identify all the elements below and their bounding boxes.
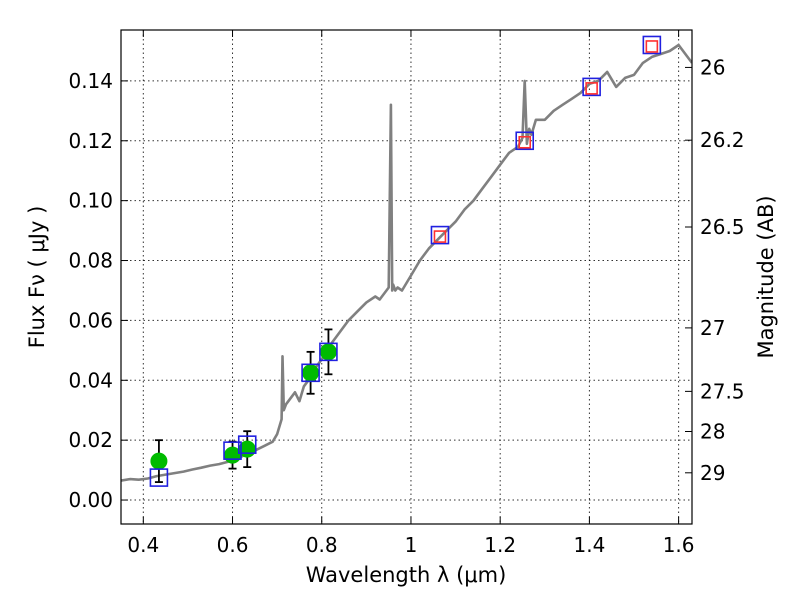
x-tick-label: 1.6 (663, 533, 695, 557)
y-tick-label: 0.14 (68, 69, 113, 93)
model-square-point (319, 342, 338, 362)
x-tick-label: 0.4 (127, 533, 159, 557)
right-axis-label: Magnitude (AB) (754, 195, 778, 358)
x-tick-label: 1.2 (484, 533, 516, 557)
y-axis-label: Flux Fν ( μJy ) (25, 206, 49, 349)
x-tick-label: 0.8 (306, 533, 338, 557)
model-square-point (301, 363, 320, 383)
model-square-point (515, 131, 535, 151)
axis-ticks: 0.4 0.6 0.8 1 1.2 1.4 1.6 0.00 0.02 0.04 0.06 0.08 0… (68, 30, 745, 557)
right-tick-label: 26.5 (700, 215, 745, 239)
photometry-point (319, 343, 337, 361)
right-tick-label: 26 (700, 55, 725, 79)
plot-area (121, 35, 692, 487)
y-tick-label: 0.12 (68, 129, 113, 153)
model-square-point (430, 225, 450, 245)
y-tick-label: 0.02 (68, 428, 113, 452)
red-square-point (518, 135, 532, 149)
red-square-point (433, 230, 447, 243)
y-tick-label: 0.04 (68, 368, 113, 392)
right-tick-label: 27.5 (700, 379, 745, 403)
model-square-point (149, 468, 169, 487)
x-tick-label: 1.4 (573, 533, 605, 557)
model-square-point (642, 35, 662, 55)
right-tick-label: 27 (700, 316, 725, 340)
photometry-point (150, 452, 168, 470)
y-tick-label: 0.08 (68, 249, 113, 273)
x-tick-label: 0.6 (217, 533, 249, 557)
y-tick-label: 0.10 (68, 189, 113, 213)
photometry-point (302, 364, 320, 382)
x-axis-label: Wavelength λ (μm) (306, 563, 507, 587)
model-square-point (223, 441, 242, 460)
right-tick-label: 29 (700, 461, 725, 485)
right-tick-label: 26.2 (700, 128, 745, 152)
model-square-point (582, 77, 601, 97)
plot-frame (120, 29, 693, 525)
grid-lines (121, 30, 692, 524)
x-tick-label: 1 (405, 533, 418, 557)
spectrum-line (121, 43, 692, 482)
y-tick-label: 0.00 (68, 488, 113, 512)
right-tick-label: 28 (700, 419, 725, 443)
y-tick-label: 0.06 (68, 308, 113, 332)
model-square-point (237, 435, 257, 454)
red-square-point (585, 82, 598, 95)
red-square-point (645, 40, 659, 53)
